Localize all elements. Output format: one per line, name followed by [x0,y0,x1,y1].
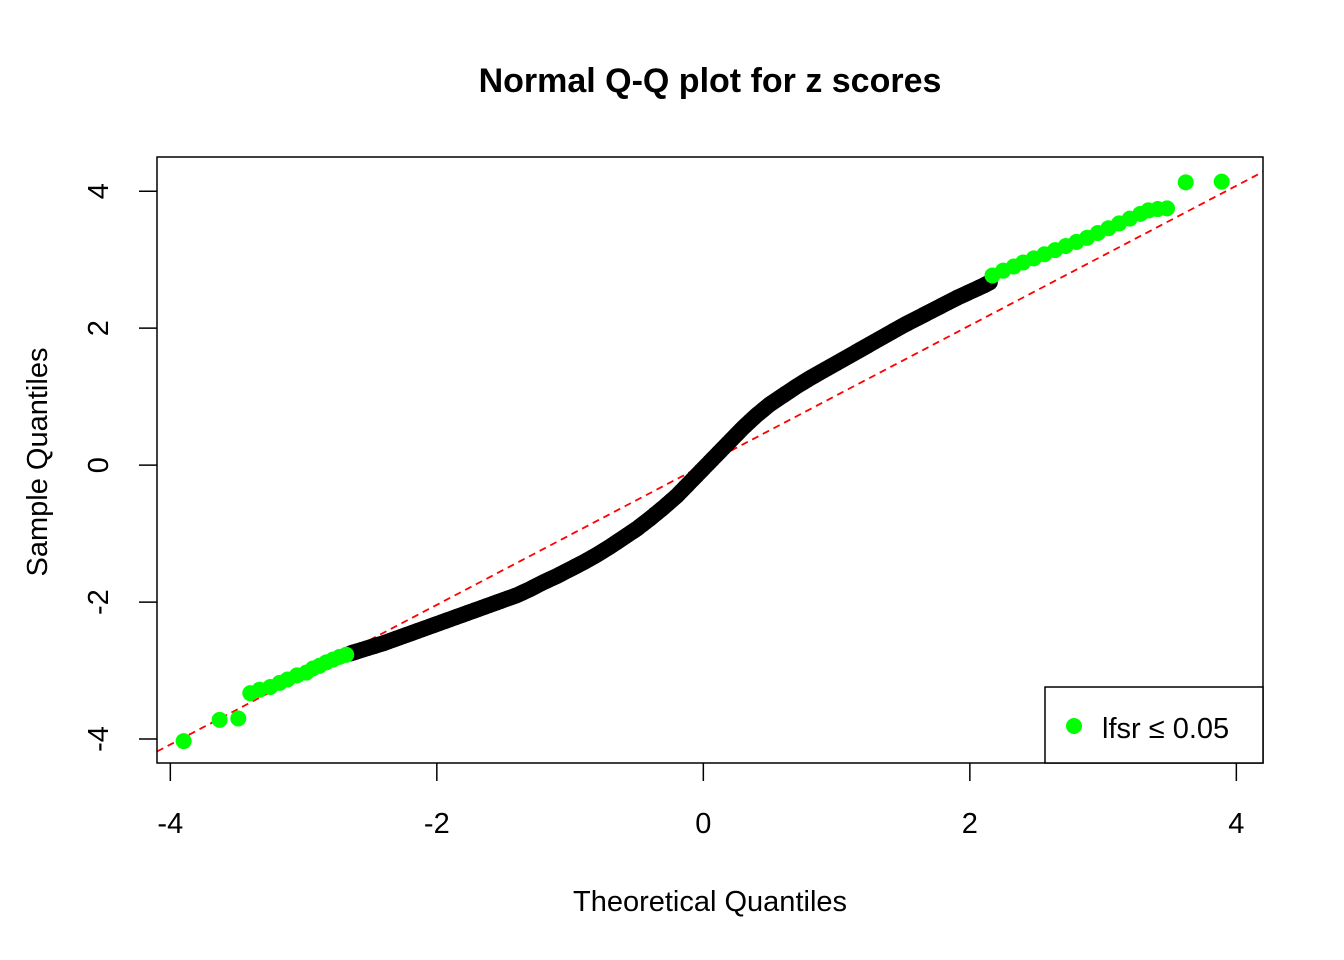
x-axis: -4 -2 0 2 4 [157,763,1244,840]
chart-title: Normal Q-Q plot for z scores [479,62,942,100]
qq-point-significant [338,646,355,663]
qq-point-significant [1159,200,1176,217]
x-tick-label: -2 [424,808,450,840]
x-tick-label: 4 [1228,808,1244,840]
y-axis-label: Sample Quantiles [22,348,54,577]
legend-marker [1066,718,1082,734]
y-tick-label: 0 [83,457,115,473]
qq-point-significant [211,711,228,728]
x-axis-label: Theoretical Quantiles [573,886,847,918]
y-tick-label: 4 [83,183,115,199]
qq-point-significant [230,710,247,727]
y-tick-label: -2 [83,589,115,615]
x-tick-label: 0 [695,808,711,840]
legend: lfsr ≤ 0.05 [1044,686,1264,764]
qq-point-significant [1177,174,1194,191]
qq-point-significant [1213,173,1230,190]
qq-point-significant [175,733,192,750]
x-tick-label: 2 [962,808,978,840]
data-points [175,173,1230,750]
legend-label: lfsr ≤ 0.05 [1102,713,1229,745]
y-axis: -4 -2 0 2 4 [83,183,157,752]
y-tick-label: 2 [83,320,115,336]
x-tick-label: -4 [157,808,183,840]
y-tick-label: -4 [83,726,115,752]
plot-frame [156,156,1264,764]
